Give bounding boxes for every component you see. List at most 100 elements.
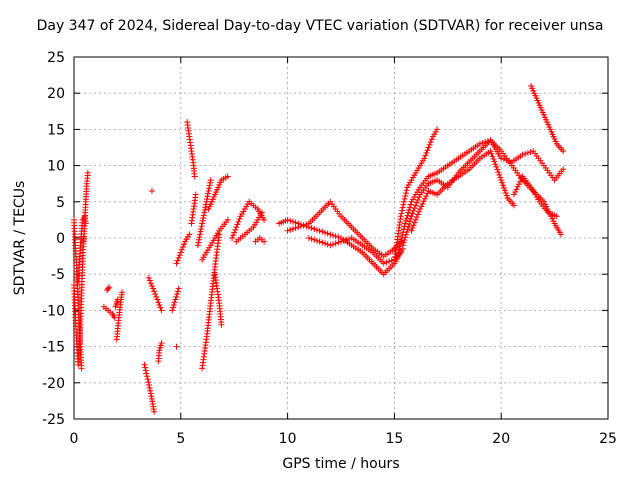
- data-point: [143, 370, 150, 377]
- data-point: [388, 257, 395, 264]
- data-point: [495, 169, 502, 176]
- data-point: [205, 187, 212, 194]
- data-point: [411, 219, 418, 226]
- y-axis-label: SDTVAR / TECUs: [12, 180, 28, 296]
- data-point: [319, 228, 326, 235]
- data-point: [207, 177, 214, 184]
- data-point: [203, 196, 210, 203]
- data-point: [204, 193, 211, 200]
- x-tick-label: 5: [176, 431, 185, 447]
- data-point: [229, 235, 236, 241]
- data-point: [327, 242, 334, 249]
- data-point: [192, 191, 199, 198]
- data-point: [195, 236, 202, 243]
- data-point: [308, 225, 315, 232]
- data-point: [403, 187, 410, 194]
- data-point: [175, 254, 182, 261]
- data-point: [503, 157, 510, 164]
- data-point: [179, 244, 186, 251]
- data-point: [173, 343, 180, 350]
- data-point: [148, 282, 155, 289]
- data-point: [506, 158, 513, 165]
- data-point: [496, 171, 503, 178]
- data-point: [420, 198, 427, 205]
- x-tick-label: 25: [599, 431, 617, 447]
- data-point: [147, 280, 154, 287]
- x-axis-label: GPS time / hours: [282, 456, 400, 472]
- data-point: [146, 384, 153, 391]
- data-point: [194, 242, 201, 249]
- data-point: [200, 215, 207, 222]
- data-point: [386, 258, 393, 265]
- x-tick-label: 20: [492, 431, 510, 447]
- data-point: [177, 249, 184, 256]
- data-point: [487, 148, 494, 155]
- data-point: [114, 296, 121, 303]
- data-point: [479, 139, 486, 146]
- y-tick-label: -25: [42, 412, 65, 428]
- chart-title: Day 347 of 2024, Sidereal Day-to-day VTE…: [36, 18, 604, 34]
- data-point: [524, 149, 531, 156]
- data-point: [329, 232, 336, 239]
- data-point: [170, 301, 177, 308]
- data-point: [148, 187, 155, 194]
- data-point: [78, 365, 85, 372]
- data-point: [424, 147, 431, 154]
- data-point: [324, 241, 331, 248]
- data-point: [174, 288, 181, 295]
- data-point: [300, 222, 307, 229]
- data-point: [231, 229, 238, 236]
- data-point: [406, 221, 413, 228]
- data-point: [409, 225, 416, 232]
- data-point: [313, 226, 320, 233]
- data-point: [515, 181, 522, 188]
- data-point: [488, 150, 495, 157]
- data-point: [413, 214, 420, 221]
- y-tick-label: 10: [47, 159, 65, 175]
- data-point: [147, 387, 154, 394]
- data-point: [174, 257, 181, 264]
- data-point: [198, 225, 205, 232]
- data-point: [494, 166, 501, 173]
- data-point: [491, 158, 498, 165]
- data-point: [405, 209, 412, 216]
- data-point: [203, 198, 210, 205]
- data-point: [403, 215, 410, 222]
- data-point: [201, 209, 208, 216]
- data-point: [181, 241, 188, 248]
- data-point: [425, 144, 432, 151]
- data-point: [553, 213, 560, 220]
- y-tick-label: -20: [42, 376, 65, 392]
- data-point: [427, 139, 434, 146]
- data-point: [105, 285, 112, 292]
- data-point: [404, 212, 411, 219]
- data-point: [261, 216, 268, 223]
- data-point: [178, 246, 185, 253]
- data-point: [327, 231, 334, 238]
- data-point: [417, 206, 424, 213]
- data-point: [401, 195, 408, 202]
- y-tick-label: -15: [42, 340, 65, 356]
- data-point: [335, 234, 342, 241]
- data-point: [401, 236, 408, 243]
- data-point: [321, 240, 328, 247]
- data-point: [527, 149, 534, 156]
- data-point: [174, 291, 181, 298]
- data-point: [195, 239, 202, 246]
- data-point: [154, 296, 161, 303]
- data-point: [145, 381, 152, 388]
- data-point: [411, 205, 418, 212]
- data-point: [401, 198, 408, 205]
- data-point: [403, 229, 410, 236]
- data-point: [261, 238, 268, 245]
- data-point: [402, 193, 409, 200]
- data-point: [170, 304, 177, 311]
- y-tick-label: 15: [47, 122, 65, 138]
- data-point: [196, 234, 203, 241]
- data-point: [197, 228, 204, 235]
- data-point: [406, 206, 413, 213]
- data-point: [476, 140, 483, 147]
- data-point: [418, 203, 425, 210]
- data-point: [200, 212, 207, 219]
- data-point: [511, 202, 518, 209]
